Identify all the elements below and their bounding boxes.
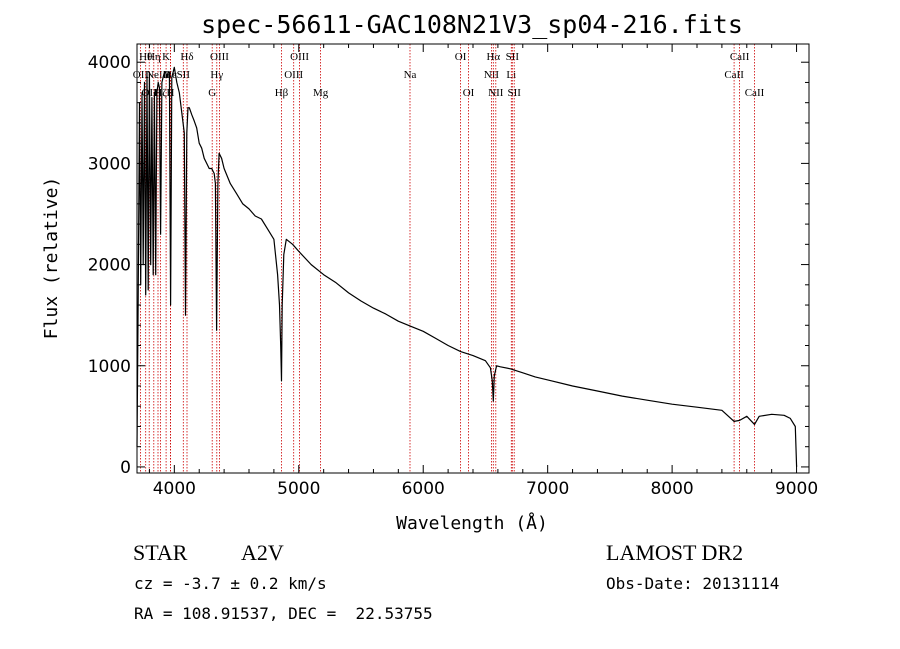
x-tick-label: 7000 (526, 479, 569, 499)
y-axis-label: Flux (relative) (41, 177, 62, 340)
y-tick-label: 1000 (88, 357, 131, 377)
line-marker-label: CaII (730, 51, 750, 63)
redshift-cz: cz = -3.7 ± 0.2 km/s (134, 574, 327, 593)
survey-name: LAMOST DR2 (606, 540, 744, 565)
y-tick-label: 3000 (88, 154, 131, 174)
line-marker-label: NII (488, 87, 504, 99)
y-tick-label: 2000 (88, 256, 131, 276)
line-marker-label: Mg (313, 87, 329, 99)
x-axis: 4000 5000 6000 7000 8000 9000 (148, 44, 818, 499)
x-tick-label: 5000 (277, 479, 320, 499)
line-marker-label: OI (455, 51, 467, 63)
line-marker-label: Hβ (275, 87, 289, 99)
line-marker-label: Hα (486, 51, 500, 63)
line-marker-label: Hζ (154, 87, 167, 99)
x-tick-label: 9000 (775, 479, 818, 499)
line-marker-label: OIII (290, 51, 309, 63)
line-marker-label: OIII (284, 69, 303, 81)
object-class: STAR (133, 540, 188, 565)
line-marker-label: SII (507, 87, 521, 99)
line-marker-label: Na (404, 69, 417, 81)
line-marker-label: H (167, 87, 175, 99)
observation-date: Obs-Date: 20131114 (606, 574, 780, 593)
x-tick-label: 4000 (153, 479, 196, 499)
line-marker-label: G (208, 87, 216, 99)
line-marker-label: Li (506, 69, 516, 81)
line-marker-label: OIII (210, 51, 229, 63)
line-marker-label: OI (463, 87, 475, 99)
line-marker-label: K (162, 51, 170, 63)
spectral-line-markers: OIIHθOIIHηNeIIIHζKHεHSIIHδGHγOIIIHβOIIIO… (133, 44, 765, 473)
line-marker-label: SII (177, 69, 191, 81)
line-marker-label: Hγ (210, 69, 223, 81)
line-marker-label: NII (484, 69, 500, 81)
x-tick-label: 8000 (650, 479, 693, 499)
line-marker-label: CaII (745, 87, 765, 99)
line-marker-label: Hδ (180, 51, 193, 63)
y-tick-label: 4000 (88, 53, 131, 73)
y-axis: 0 1000 2000 3000 4000 (88, 53, 809, 478)
spectrum-line (136, 66, 798, 467)
ra-dec-coordinates: RA = 108.91537, DEC = 22.53755 (134, 604, 433, 623)
x-tick-label: 6000 (402, 479, 445, 499)
line-marker-label: CaII (724, 69, 744, 81)
line-marker-label: Hη (147, 51, 161, 63)
x-axis-label: Wavelength (Å) (396, 512, 548, 534)
object-subclass: A2V (241, 540, 284, 565)
chart-title: spec-56611-GAC108N21V3_sp04-216.fits (201, 10, 743, 39)
y-tick-label: 0 (120, 458, 131, 478)
line-marker-label: SII (506, 51, 520, 63)
spectrum-layer (136, 66, 798, 467)
